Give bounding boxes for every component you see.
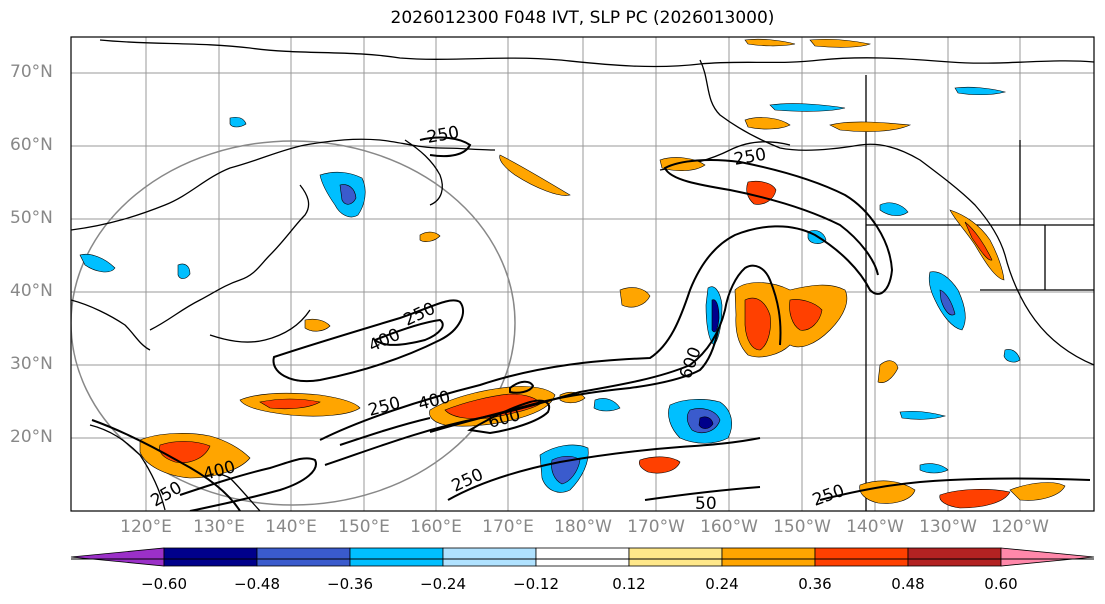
map-frame (70, 36, 1095, 512)
lon-label-150e: 150°E (338, 517, 390, 537)
negative-anomalies (79, 86, 1021, 493)
colorbar-tick-label: −0.12 (513, 575, 559, 593)
colorbar-tick-label: −0.60 (141, 575, 187, 593)
lat-label-60n: 60°N (10, 135, 53, 155)
lon-label-160e: 160°E (410, 517, 462, 537)
colorbar-tick-label: 0.24 (705, 575, 739, 593)
lon-label-180w: 180°W (554, 517, 612, 537)
colorbar-swatch (907, 547, 1002, 567)
colorbar-swatch (535, 547, 630, 567)
coastlines (71, 39, 1094, 511)
map-title: 2026012300 F048 IVT, SLP PC (2026013000) (390, 8, 775, 28)
lon-label-140w: 140°W (846, 517, 904, 537)
lon-label-130e: 130°E (193, 517, 245, 537)
lon-label-140e: 140°E (265, 517, 317, 537)
lon-label-150w: 150°W (773, 517, 831, 537)
colorbar-swatch (1000, 547, 1095, 567)
colorbar-tick-label: 0.60 (984, 575, 1018, 593)
graticule (71, 37, 1094, 511)
domain-circle (71, 140, 516, 506)
lat-label-20n: 20°N (10, 427, 53, 447)
lat-label-50n: 50°N (10, 208, 53, 228)
colorbar-tick-label: 0.12 (612, 575, 646, 593)
lat-label-40n: 40°N (10, 281, 53, 301)
lon-label-160w: 160°W (700, 517, 758, 537)
lat-label-70n: 70°N (10, 62, 53, 82)
lat-label-30n: 30°N (10, 354, 53, 374)
colorbar-tick-label: −0.24 (420, 575, 466, 593)
colorbar-tick-label: −0.48 (234, 575, 280, 593)
colorbar-swatch (628, 547, 723, 567)
colorbar-swatch (349, 547, 444, 567)
colorbar-swatch (721, 547, 816, 567)
colorbar-tick-label: 0.36 (798, 575, 832, 593)
colorbar-swatch (70, 547, 165, 567)
colorbar-swatch (814, 547, 909, 567)
lon-label-170w: 170°W (627, 517, 685, 537)
lon-label-130w: 130°W (919, 517, 977, 537)
colorbar-tick-label: −0.36 (327, 575, 373, 593)
positive-anomalies (139, 38, 1066, 509)
contour-label: 50 (695, 494, 717, 514)
colorbar-tick-label: 0.48 (891, 575, 925, 593)
slp-contours (91, 136, 1091, 511)
lon-label-120e: 120°E (120, 517, 172, 537)
lon-label-120w: 120°W (991, 517, 1049, 537)
colorbar-swatch (163, 547, 258, 567)
colorbar-swatch (442, 547, 537, 567)
lon-label-170e: 170°E (482, 517, 534, 537)
colorbar-swatch (256, 547, 351, 567)
